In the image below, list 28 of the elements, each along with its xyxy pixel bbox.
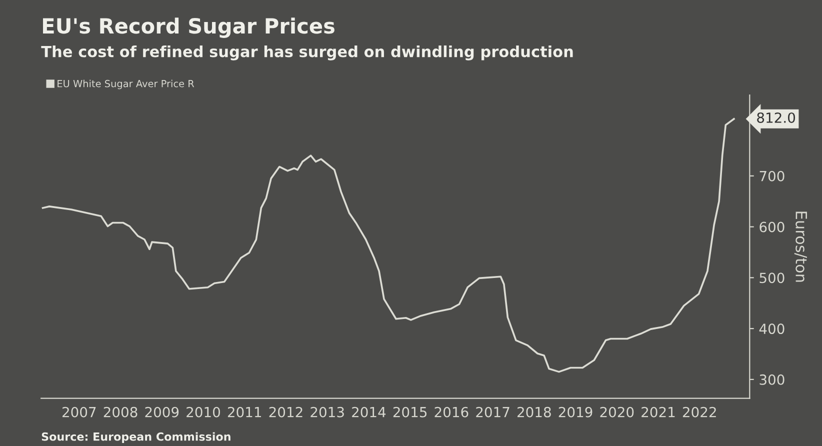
x-tick-label: 2018 <box>518 406 551 418</box>
x-tick-label: 2011 <box>228 406 261 418</box>
y-tick-label: 700 <box>760 170 784 182</box>
chart-title: EU's Record Sugar Prices <box>43 18 334 38</box>
x-tick-label: 2007 <box>62 406 96 418</box>
x-tick-label: 2013 <box>310 406 344 418</box>
y-tick-label: 400 <box>759 324 784 334</box>
x-tick-label: 2008 <box>104 406 138 418</box>
x-tick-label: 2019 <box>558 406 592 418</box>
x-tick-label: 2022 <box>682 406 716 418</box>
x-tick-label: 2010 <box>186 406 220 418</box>
line-series <box>42 118 735 373</box>
x-tick-label: 2016 <box>434 406 468 418</box>
y-tick-label: 600 <box>760 222 784 232</box>
y-tick-label: 500 <box>760 272 784 284</box>
x-tick-label: 2020 <box>600 406 634 418</box>
x-tick-label: 2015 <box>393 406 427 418</box>
x-tick-label: 2009 <box>145 406 179 418</box>
source-note: Source: European Commission <box>42 432 230 443</box>
x-tick-label: 2012 <box>269 406 302 418</box>
chart-subtitle: The cost of refined sugar has surged on dwindling production <box>41 45 573 60</box>
annotation: 812.0 <box>757 112 796 123</box>
x-tick-label: 2021 <box>642 406 675 418</box>
y-tick-label: 300 <box>760 374 784 385</box>
x-tick-label: 2017 <box>476 406 510 418</box>
legend-label: EU White Sugar Aver Price R <box>58 80 194 90</box>
y-axis-title: Euros/ton <box>794 212 807 282</box>
x-tick-label: 2014 <box>352 406 386 418</box>
